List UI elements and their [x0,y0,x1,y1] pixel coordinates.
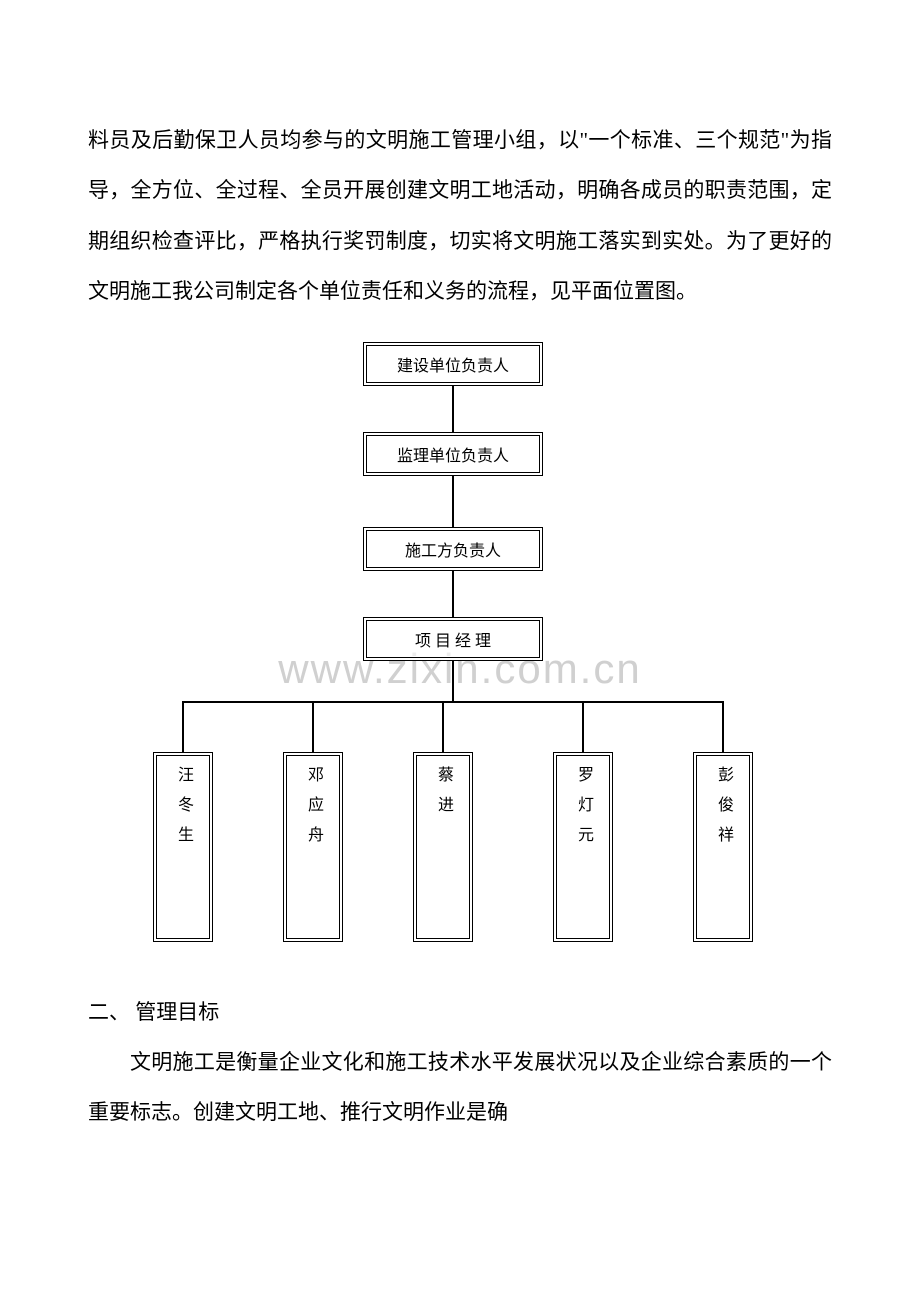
connector [452,571,454,617]
section-2-heading: 二、 管理目标 [88,987,832,1037]
node-person-1: 汪冬生 [153,752,213,942]
connector [182,701,184,752]
connector [722,701,724,752]
connector [452,661,454,701]
node-person-3: 蔡进 [413,752,473,942]
connector [452,476,454,527]
connector [182,701,724,703]
node-construction-unit: 建设单位负责人 [363,342,543,386]
node-supervision-unit: 监理单位负责人 [363,432,543,476]
org-chart: 建设单位负责人 监理单位负责人 施工方负责人 项 目 经 理 汪冬生 邓应舟 蔡… [88,342,832,962]
connector [442,701,444,752]
node-person-2: 邓应舟 [283,752,343,942]
connector [312,701,314,752]
top-paragraph: 料员及后勤保卫人员均参与的文明施工管理小组，以"一个标准、三个规范"为指导，全方… [88,115,832,317]
node-contractor: 施工方负责人 [363,527,543,571]
node-person-5: 彭俊祥 [693,752,753,942]
section-2-body: 文明施工是衡量企业文化和施工技术水平发展状况以及企业综合素质的一个重要标志。创建… [88,1037,832,1138]
connector [452,386,454,432]
connector [582,701,584,752]
node-project-manager: 项 目 经 理 [363,617,543,661]
node-person-4: 罗灯元 [553,752,613,942]
